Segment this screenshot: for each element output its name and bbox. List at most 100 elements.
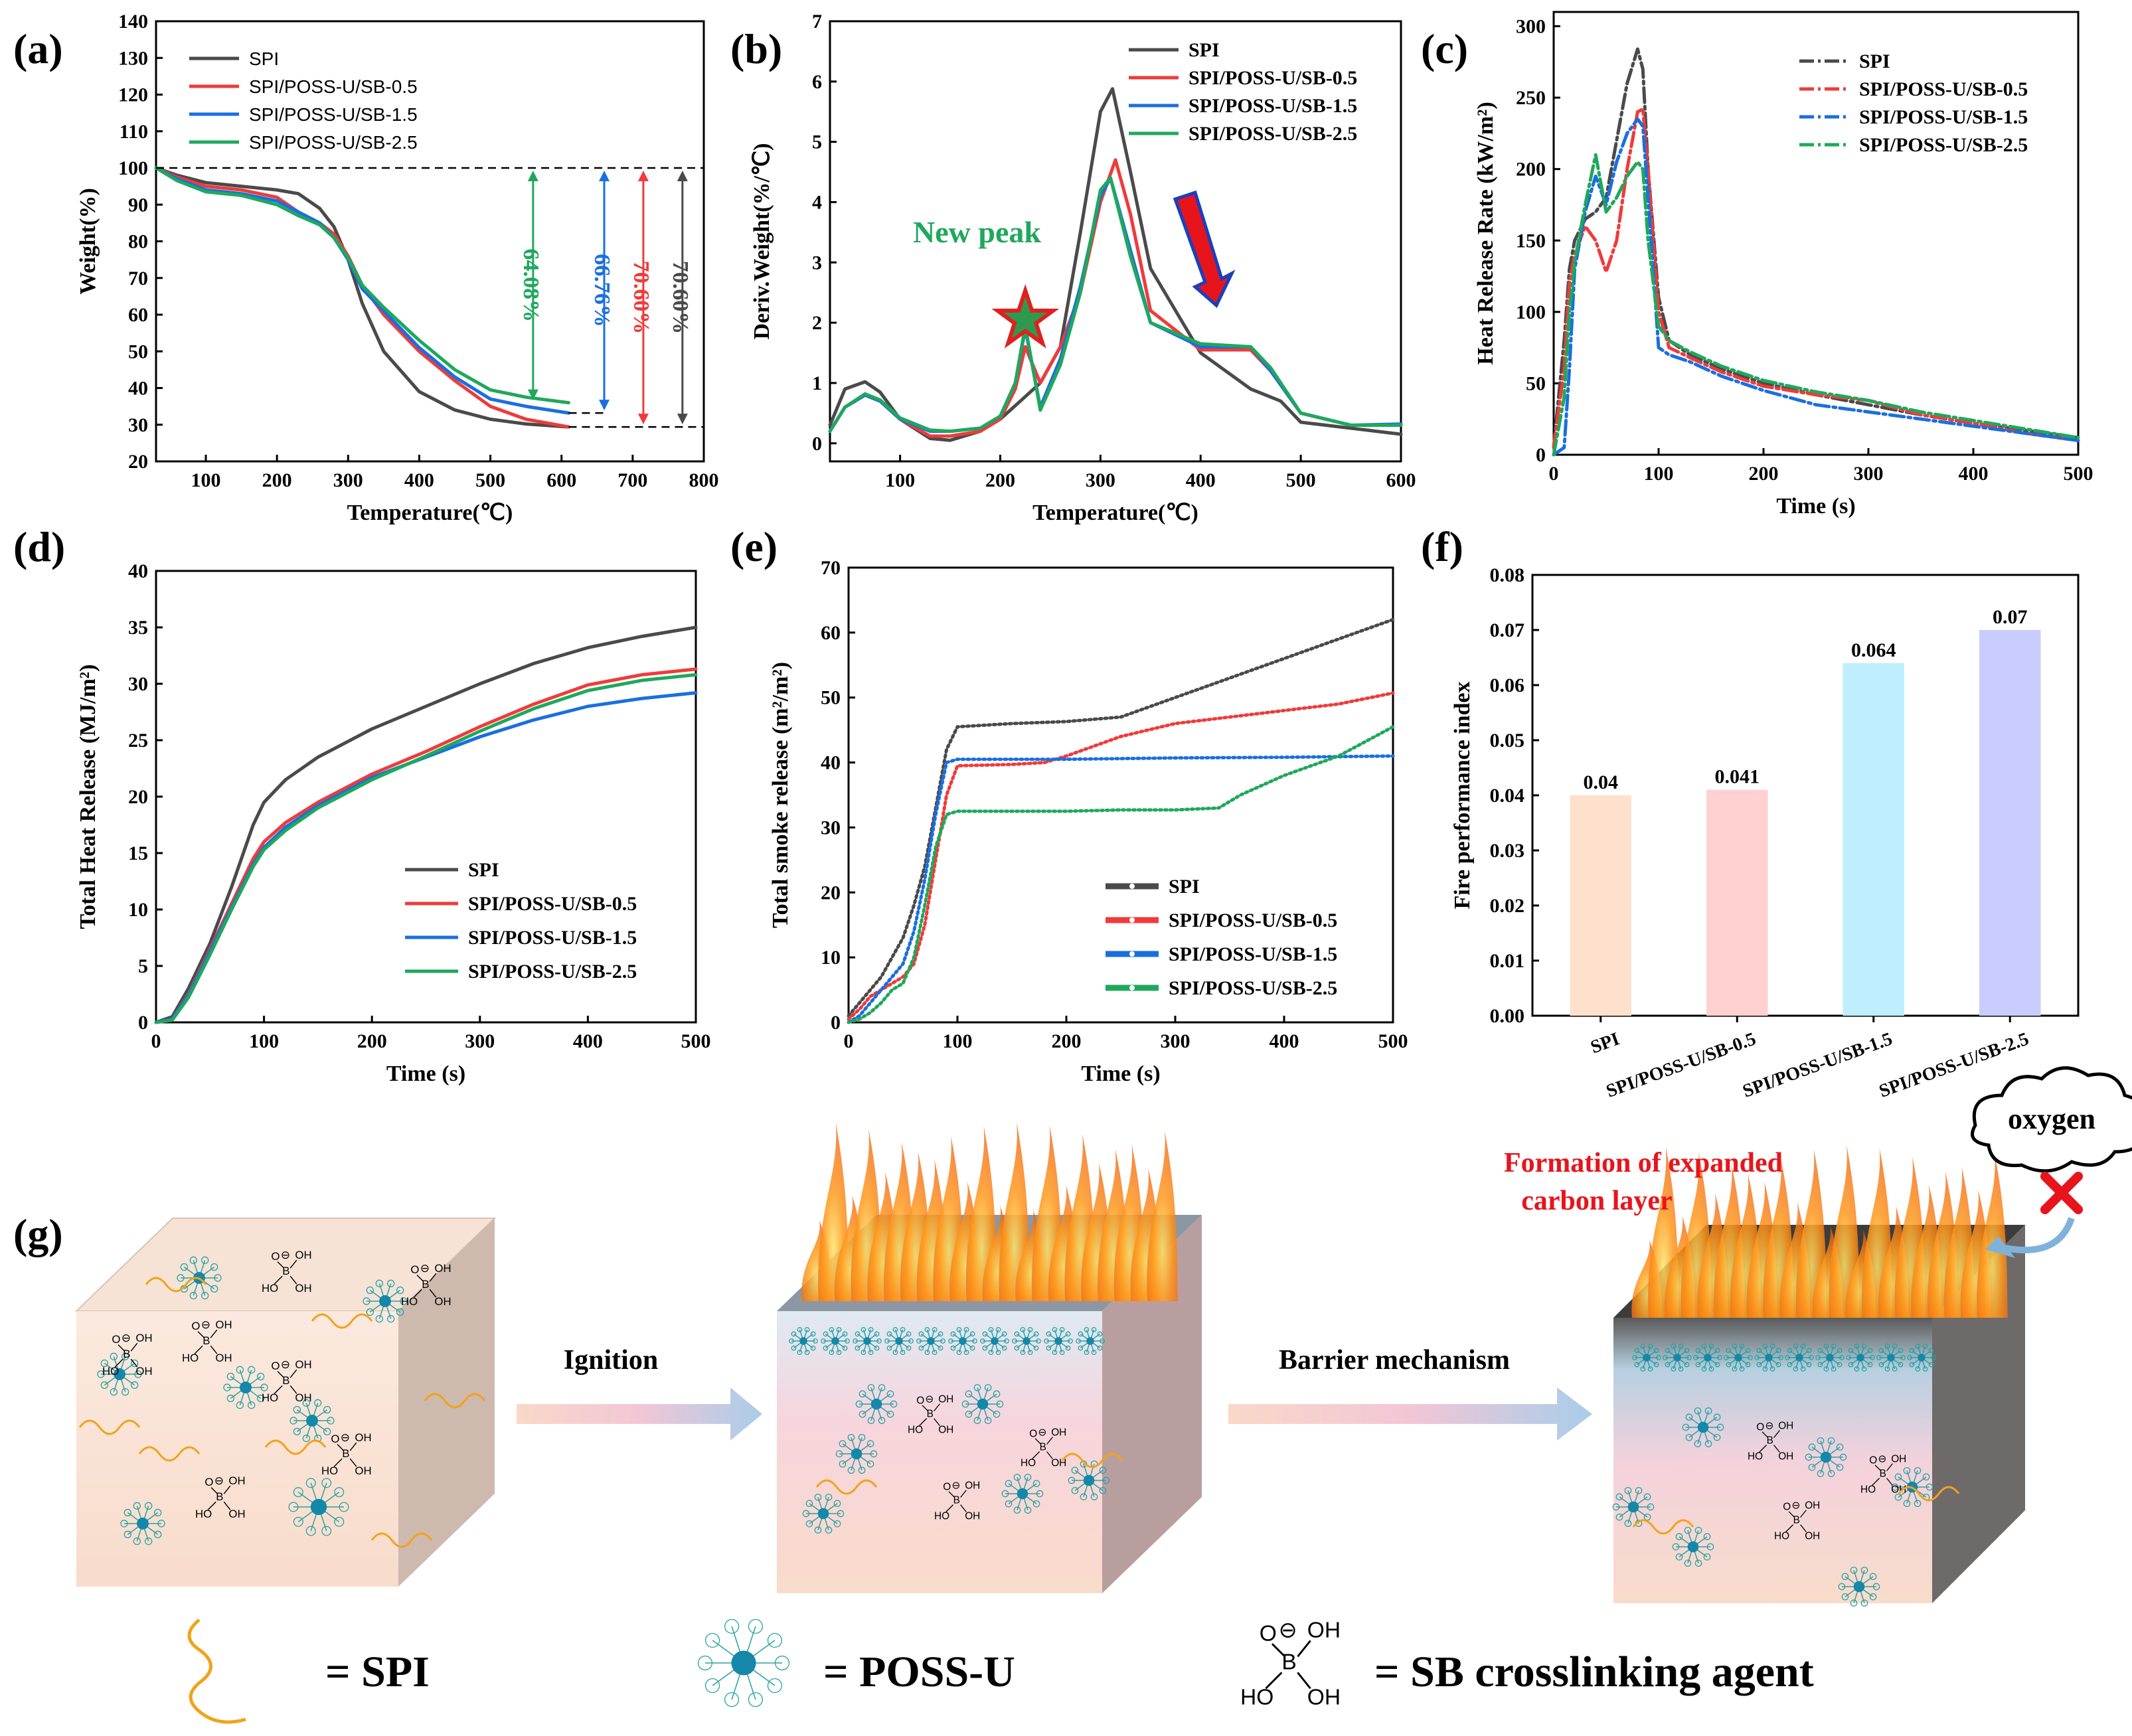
poss-ring [1714,1348,1720,1354]
poss-ring [1839,1453,1847,1461]
poss-ring [1922,1343,1928,1349]
poss-u-molecule [1672,1526,1714,1567]
sb-oh2: OH [228,1508,245,1520]
poss-core [831,1337,839,1345]
poss-ring [321,1526,332,1536]
poss-ring [924,1326,930,1332]
poss-ring [1635,1486,1643,1494]
poss-ring [100,1381,109,1389]
poss-ring [814,1526,822,1534]
poss-ring [791,1345,797,1351]
poss-ring [1769,1343,1775,1349]
plot-frame [1552,11,2080,456]
y-tick-label: 100 [1516,301,1546,323]
sb-bond [210,1329,218,1338]
sb-minus: ⊖ [122,1332,131,1344]
poss-ring [153,1530,162,1539]
sb-minus: ⊖ [1765,1420,1773,1431]
poss-ring [1046,1345,1052,1351]
poss-ring [1724,1355,1729,1360]
poss-ring [1867,1362,1873,1368]
poss-ring [189,1256,198,1265]
poss-ring [1046,1331,1052,1337]
poss-ring [1052,1350,1058,1356]
sb-bond [337,1444,345,1451]
sb-ho: HO [1860,1484,1876,1496]
panel-label-e: (e) [730,523,778,570]
x-tick-label: 400 [1959,463,1989,485]
poss-ring [855,1345,861,1351]
poss-ring [774,1655,790,1671]
x-tick-label: 200 [357,1030,387,1052]
poss-core [870,1398,882,1410]
poss-core [1687,1541,1699,1553]
poss-ring [1931,1355,1936,1360]
poss-ring [1726,1362,1732,1368]
poss-ring [1909,1362,1915,1368]
poss-ring [867,1383,875,1391]
sb-bond [130,1358,138,1368]
poss-ring [950,1331,956,1337]
poss-ring [1823,1366,1829,1372]
poss-ring [1841,1573,1849,1581]
bar-2 [1843,663,1904,1016]
panel-label-a: (a) [13,25,63,72]
sb-o: O [331,1433,339,1445]
poss-ring [1694,1407,1702,1415]
poss-ring [1014,1331,1020,1337]
poss-ring [868,1350,874,1356]
poss-ring [1001,1331,1007,1337]
poss-ring [1854,1343,1860,1349]
legend-label-3: SPI/POSS-U/SB-2.5 [1859,134,2028,156]
poss-ring [973,1417,981,1425]
poss-u-molecule [288,1478,349,1536]
legend-label-3: SPI/POSS-U/SB-2.5 [1189,123,1357,145]
poss-ring [1762,1343,1768,1349]
poss-ring [1892,1366,1898,1372]
poss-ring [1809,1355,1814,1360]
poss-ring [797,1350,803,1356]
sb-bond [1872,1478,1880,1486]
poss-u-molecule [289,1399,335,1443]
poss-core [1887,1354,1895,1362]
poss-ring [1808,1443,1816,1451]
sb-b: B [282,1374,289,1387]
y-tick-label: 0.00 [1490,1005,1525,1027]
poss-ring [288,1502,299,1512]
poss-ring [861,1350,866,1356]
series-line-2 [1552,117,2080,457]
poss-ring [1839,1355,1845,1360]
sb-bond [1297,1640,1311,1658]
poss-u-molecule [1044,1326,1073,1356]
poss-ring [892,1326,898,1332]
poss-ring [1671,1366,1677,1372]
poss-ring [813,1338,818,1344]
x-tick-label: 200 [1052,1030,1082,1052]
series-line-3 [828,176,1403,434]
poss-core [799,1337,807,1345]
poss-ring [256,1372,265,1381]
poss-ring [767,1632,783,1648]
x-tick-label: 0 [844,1030,854,1052]
poss-ring [1102,1476,1110,1484]
poss-ring [1869,1593,1877,1601]
y-tick-label: 130 [118,47,148,69]
sb-oh2: OH [1307,1685,1341,1709]
poss-ring [961,1400,969,1408]
poss-ring [120,1520,128,1528]
sb-bond [118,1344,125,1352]
poss-ring [334,1487,345,1498]
sb-minus: ⊖ [1791,1500,1800,1511]
poss-ring [858,1433,866,1441]
sb-minus: ⊖ [1279,1618,1297,1643]
spi-chain-icon [187,1618,246,1724]
poss-ring [767,1678,783,1694]
sb-bond [919,1418,928,1427]
sb-bond [1874,1464,1882,1472]
x-tick-label: 300 [333,469,363,491]
poss-u-icon [697,1618,790,1707]
poss-core [1795,1354,1803,1362]
poss-core [114,1368,125,1380]
poss-ring [837,1510,845,1518]
